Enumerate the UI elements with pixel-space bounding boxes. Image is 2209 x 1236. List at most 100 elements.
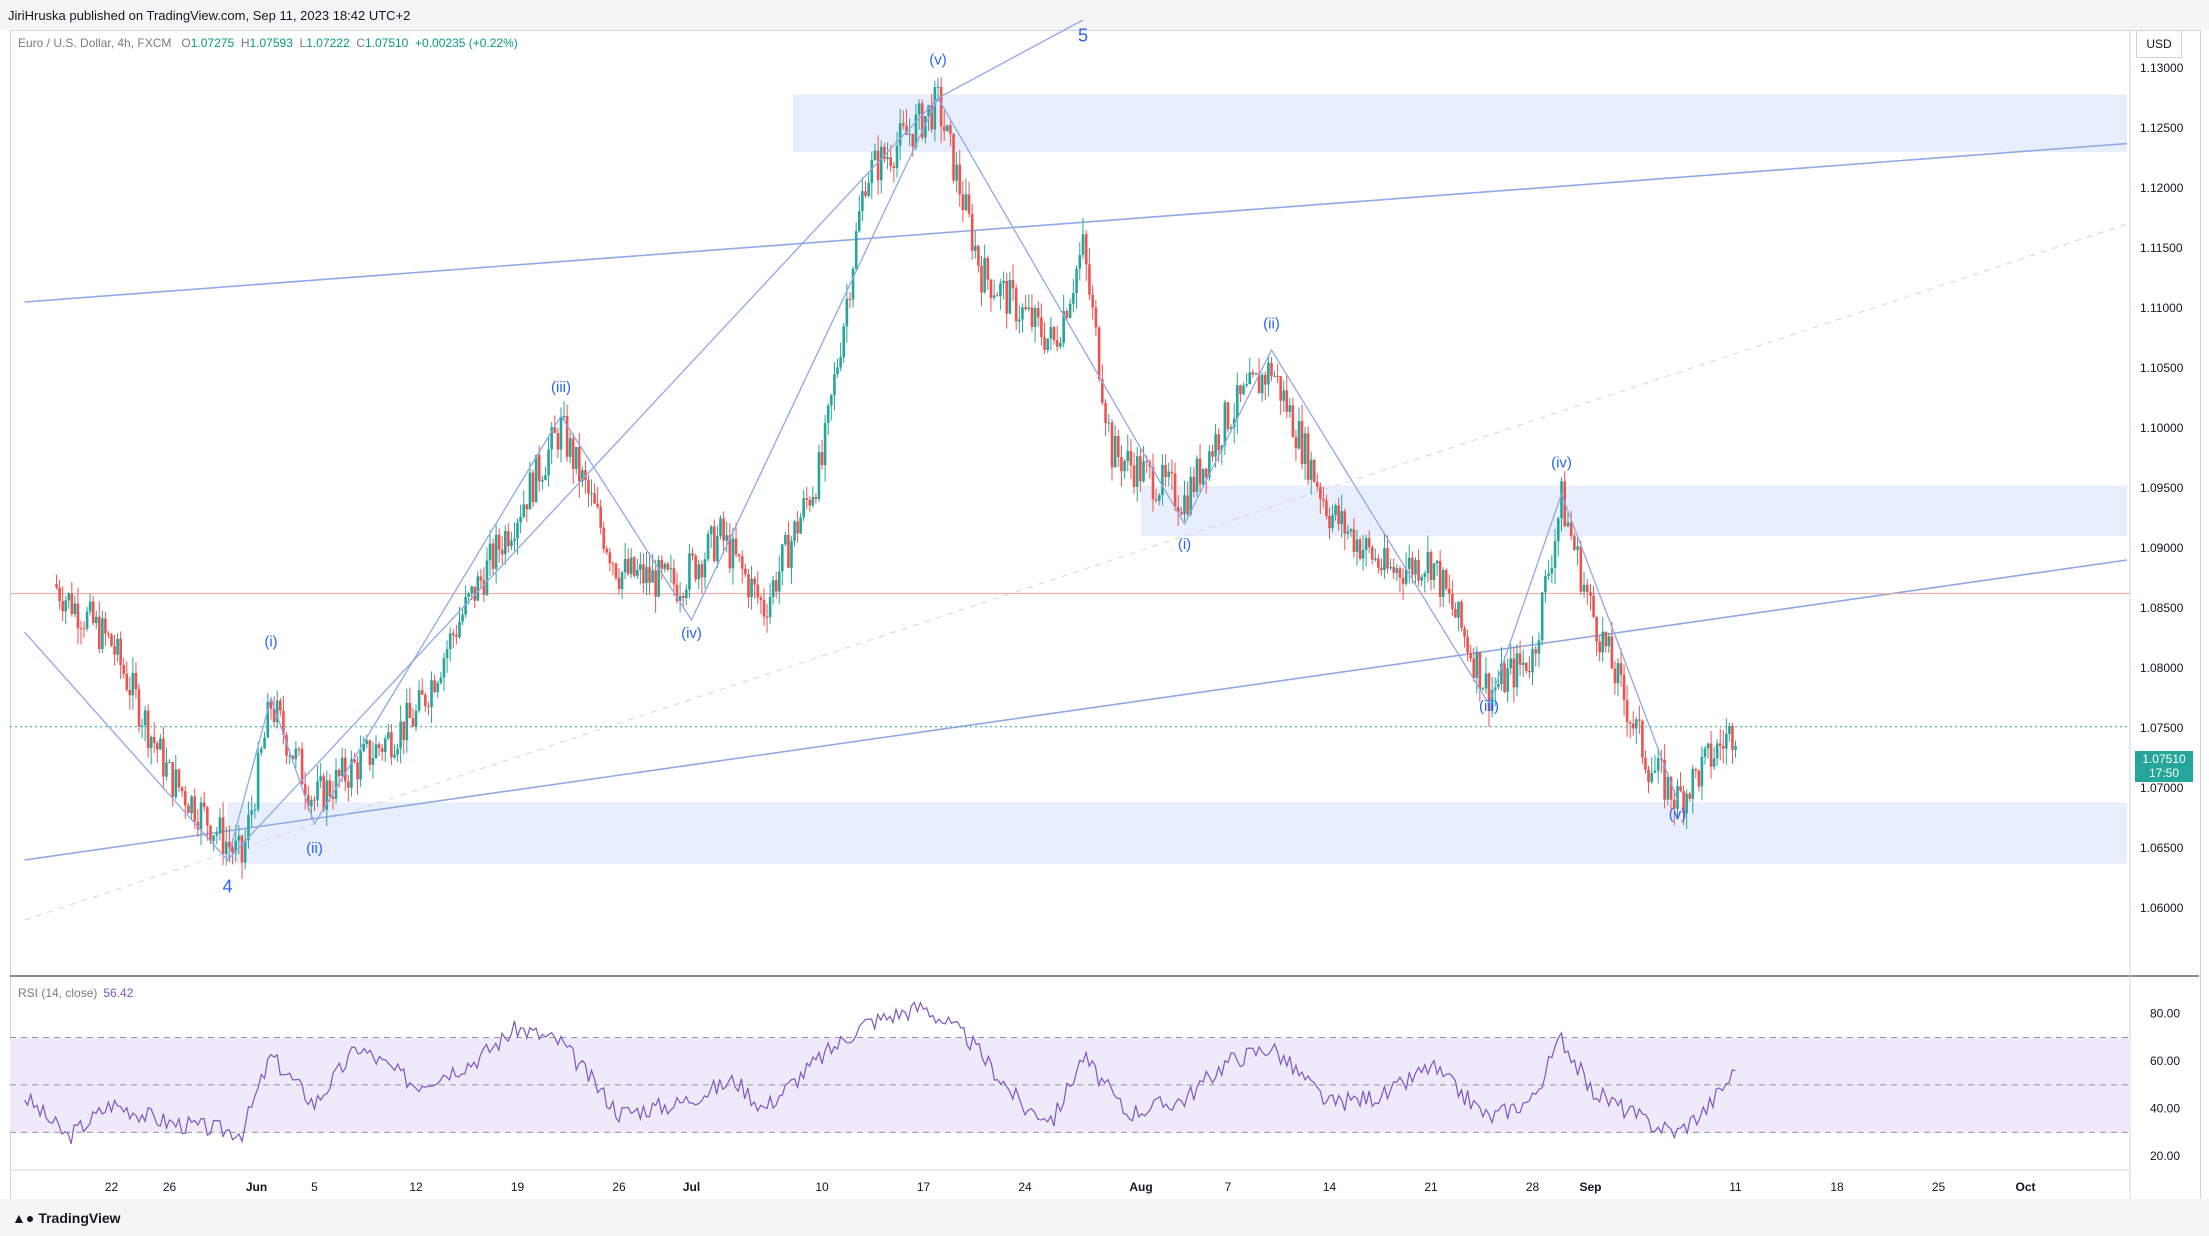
candle-body bbox=[1315, 482, 1319, 487]
candle-body bbox=[939, 86, 943, 127]
candle-body bbox=[970, 213, 974, 251]
candle-body bbox=[1220, 445, 1224, 451]
wave-label: (i) bbox=[1178, 536, 1191, 553]
rsi-legend: RSI (14, close) 56.42 bbox=[18, 986, 133, 1000]
candle-body bbox=[1515, 653, 1519, 688]
last-price-tag: 1.07510 17:50 bbox=[2135, 751, 2193, 782]
candle-body bbox=[113, 646, 116, 655]
candle-body bbox=[430, 680, 433, 708]
candle-body bbox=[808, 500, 812, 506]
candle-body bbox=[1682, 790, 1685, 814]
candle-body bbox=[725, 535, 729, 541]
candle-body bbox=[1566, 522, 1570, 527]
candle-body bbox=[1008, 279, 1012, 314]
candle-body bbox=[1589, 592, 1592, 596]
candle-body bbox=[275, 700, 279, 723]
candle-body bbox=[1576, 546, 1579, 550]
rsi-label[interactable]: RSI (14, close) bbox=[18, 986, 98, 1000]
candle-body bbox=[1493, 687, 1497, 691]
candle-body bbox=[719, 518, 722, 537]
chart-frame[interactable] bbox=[10, 30, 2201, 1201]
candle-body bbox=[537, 455, 541, 482]
rsi-tick: 20.00 bbox=[2150, 1149, 2180, 1163]
candle-body bbox=[1257, 373, 1261, 394]
candle-body bbox=[1407, 557, 1411, 569]
candle-body bbox=[1622, 674, 1626, 701]
candle-body bbox=[464, 596, 467, 615]
candle-body bbox=[1107, 422, 1111, 424]
candle-body bbox=[1688, 793, 1692, 799]
candle-body bbox=[1355, 539, 1359, 552]
candle-body bbox=[193, 796, 197, 822]
candle-body bbox=[590, 493, 593, 495]
high-label: H bbox=[240, 36, 250, 50]
candle-body bbox=[851, 268, 855, 300]
candle-body bbox=[1534, 649, 1538, 654]
candle-body bbox=[1518, 653, 1522, 665]
candle-body bbox=[648, 567, 651, 583]
candle-body bbox=[1198, 458, 1202, 485]
tradingview-brand[interactable]: ▲● TradingView bbox=[12, 1210, 121, 1226]
trend-line bbox=[24, 142, 2128, 303]
candle-body bbox=[143, 710, 147, 726]
candle-body bbox=[1500, 663, 1503, 684]
candle-body bbox=[1441, 570, 1445, 597]
candle-body bbox=[1401, 577, 1405, 584]
candle-body bbox=[1337, 505, 1340, 525]
candle-body bbox=[1691, 768, 1695, 799]
candle-body bbox=[1186, 495, 1189, 515]
candle-body bbox=[479, 576, 483, 581]
candle-body bbox=[1487, 673, 1491, 712]
candle-body bbox=[805, 498, 809, 501]
candle-body bbox=[396, 748, 399, 755]
candle-body bbox=[1046, 338, 1049, 350]
candle-body bbox=[1204, 468, 1208, 478]
candle-body bbox=[608, 552, 612, 564]
candle-body bbox=[1078, 254, 1082, 269]
candle-body bbox=[1404, 568, 1408, 584]
low-label: L bbox=[299, 36, 307, 50]
candle-body bbox=[155, 743, 159, 750]
candle-body bbox=[187, 805, 190, 814]
candle-body bbox=[1211, 451, 1214, 457]
wave-label: (iv) bbox=[681, 625, 702, 642]
candle-body bbox=[1669, 776, 1673, 800]
candle-body bbox=[675, 584, 679, 601]
candle-body bbox=[1386, 548, 1389, 569]
candle-body bbox=[559, 417, 563, 450]
price-tick: 1.09000 bbox=[2140, 541, 2184, 555]
candle-body bbox=[886, 157, 889, 159]
candle-body bbox=[799, 517, 802, 534]
candle-body bbox=[240, 835, 244, 863]
candle-body bbox=[605, 548, 609, 553]
candle-body bbox=[1117, 435, 1120, 458]
candle-body bbox=[781, 544, 784, 572]
candle-body bbox=[420, 690, 424, 695]
candle-body bbox=[1451, 593, 1454, 610]
open-label: O bbox=[181, 36, 191, 50]
candle-body bbox=[1469, 652, 1472, 659]
candle-body bbox=[1370, 547, 1374, 560]
candle-body bbox=[1059, 342, 1062, 347]
candle-body bbox=[1531, 649, 1534, 673]
candle-body bbox=[562, 415, 566, 418]
candle-body bbox=[568, 438, 572, 457]
candle-body bbox=[861, 191, 864, 212]
currency-button[interactable]: USD bbox=[2136, 30, 2182, 58]
candle-body bbox=[503, 530, 507, 555]
candle-body bbox=[322, 776, 326, 810]
candle-body bbox=[750, 578, 753, 598]
candle-body bbox=[924, 116, 927, 138]
candle-body bbox=[1075, 268, 1078, 294]
candle-body bbox=[716, 536, 719, 561]
candle-body bbox=[759, 597, 763, 601]
candle-body bbox=[876, 150, 880, 181]
candle-body bbox=[1460, 601, 1463, 629]
candle-body bbox=[162, 738, 165, 777]
candle-body bbox=[1497, 683, 1500, 688]
candle-body bbox=[383, 738, 387, 753]
wave-label: 5 bbox=[1078, 26, 1088, 46]
symbol-title[interactable]: Euro / U.S. Dollar, 4h, FXCM bbox=[18, 36, 172, 50]
candle-body bbox=[911, 133, 915, 147]
